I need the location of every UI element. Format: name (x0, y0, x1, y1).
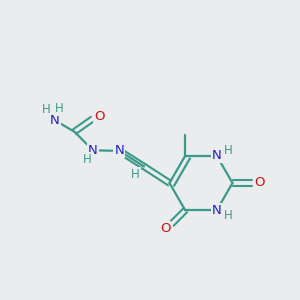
Text: N: N (212, 204, 222, 217)
Text: H: H (41, 103, 50, 116)
Text: O: O (254, 176, 265, 190)
Text: H: H (55, 102, 64, 116)
Text: O: O (94, 110, 104, 123)
Text: H: H (83, 153, 92, 167)
Text: N: N (50, 114, 60, 127)
Text: H: H (224, 209, 233, 222)
Text: N: N (115, 144, 124, 158)
Text: H: H (224, 144, 233, 157)
Text: H: H (131, 167, 140, 181)
Text: O: O (160, 222, 170, 235)
Text: N: N (88, 144, 98, 157)
Text: N: N (212, 149, 222, 162)
